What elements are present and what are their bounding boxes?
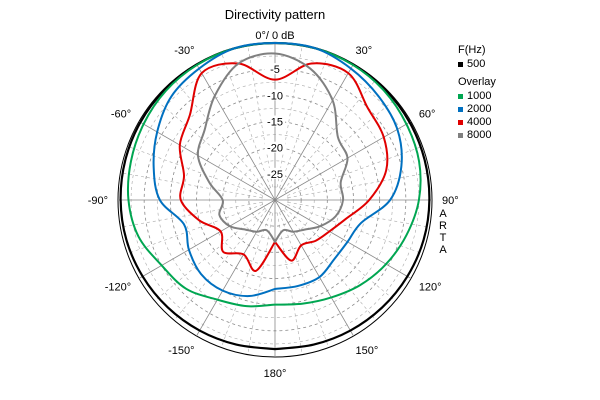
series-2000hz-curve bbox=[152, 42, 403, 298]
grid-spoke-major bbox=[196, 199, 276, 337]
side-text-char: A bbox=[439, 244, 447, 256]
series-8000hz-curve bbox=[196, 52, 349, 243]
legend-item-8000: 8000 bbox=[458, 129, 496, 142]
series-4000hz-curve bbox=[178, 62, 389, 272]
angle-label: -60° bbox=[111, 109, 131, 121]
legend-item-500: 500 bbox=[458, 58, 496, 71]
legend-main-list: 500 bbox=[458, 58, 496, 71]
grid-spoke-major bbox=[196, 63, 276, 201]
side-text-char: A bbox=[439, 208, 447, 220]
grid-spoke-minor bbox=[287, 201, 430, 228]
legend-swatch bbox=[458, 133, 463, 138]
radial-tick-label: -20 bbox=[267, 143, 283, 155]
radial-unit-label: 0°/ 0 dB bbox=[255, 30, 294, 42]
grid-spoke-minor bbox=[154, 98, 266, 192]
grid-spoke-major bbox=[274, 121, 412, 201]
legend-swatch bbox=[458, 107, 463, 112]
series-layer bbox=[119, 41, 431, 351]
angle-label: 150° bbox=[356, 345, 379, 357]
angle-label: -150° bbox=[168, 345, 194, 357]
legend-label: 2000 bbox=[467, 103, 492, 115]
radial-tick-bg bbox=[265, 167, 285, 179]
legend-label: 1000 bbox=[467, 90, 492, 102]
radial-tick-bg bbox=[265, 89, 285, 101]
grid-spoke-minor bbox=[154, 208, 266, 302]
grid-spoke-major bbox=[274, 199, 412, 279]
legend-item-1000: 1000 bbox=[458, 90, 496, 103]
grid-spoke-major bbox=[138, 121, 276, 201]
legend-label: 4000 bbox=[467, 116, 492, 128]
grid-spoke-major bbox=[274, 199, 354, 337]
grid-spoke-minor bbox=[173, 209, 267, 321]
angle-label: -30° bbox=[174, 45, 194, 57]
legend-swatch bbox=[458, 94, 463, 99]
legend-header: F(Hz) bbox=[458, 44, 486, 56]
grid-spoke-minor bbox=[173, 79, 267, 191]
angle-label: 30° bbox=[356, 45, 373, 57]
radial-tick-label: -10 bbox=[267, 90, 283, 102]
angle-label: -90° bbox=[88, 195, 108, 207]
legend-label: 8000 bbox=[467, 129, 492, 141]
radial-tick-bg bbox=[265, 63, 285, 75]
axis-labels: -5 -10 -15 -20 -25 0°/ 0 dB -30° 30° -60° 60° -90°… bbox=[88, 30, 459, 380]
angle-label: 120° bbox=[419, 282, 442, 294]
radial-tick-label: -25 bbox=[267, 169, 283, 181]
legend-label: 500 bbox=[467, 58, 486, 70]
legend-item-4000: 4000 bbox=[458, 116, 496, 129]
angle-label: 90° bbox=[442, 195, 459, 207]
legend-overlay-header: Overlay bbox=[458, 76, 496, 88]
grid-spoke-minor bbox=[284, 98, 396, 192]
radial-tick-bg bbox=[265, 115, 285, 127]
legend-swatch bbox=[458, 62, 463, 67]
grid-spoke-minor bbox=[287, 172, 430, 199]
radial-tick-label: -5 bbox=[270, 64, 280, 76]
side-text-char: R bbox=[439, 220, 447, 232]
grid-spoke-minor bbox=[276, 212, 303, 355]
radial-tick-bg bbox=[265, 141, 285, 153]
angle-label: 60° bbox=[419, 109, 436, 121]
legend: F(Hz) 500 Overlay 1000 2000 4000 8000 bbox=[458, 44, 496, 142]
legend-item-2000: 2000 bbox=[458, 103, 496, 116]
angle-label: -120° bbox=[105, 282, 131, 294]
radial-tick-label: -15 bbox=[267, 117, 283, 129]
angle-label: 180° bbox=[264, 368, 287, 380]
grid-spoke-minor bbox=[120, 172, 263, 199]
grid-spoke-major bbox=[274, 63, 354, 201]
grid-spoke-minor bbox=[247, 212, 274, 355]
chart-title: Directivity pattern bbox=[224, 7, 326, 22]
side-text-char: T bbox=[439, 232, 447, 244]
legend-swatch bbox=[458, 120, 463, 125]
legend-overlay-list: 1000 2000 4000 8000 bbox=[458, 90, 496, 142]
